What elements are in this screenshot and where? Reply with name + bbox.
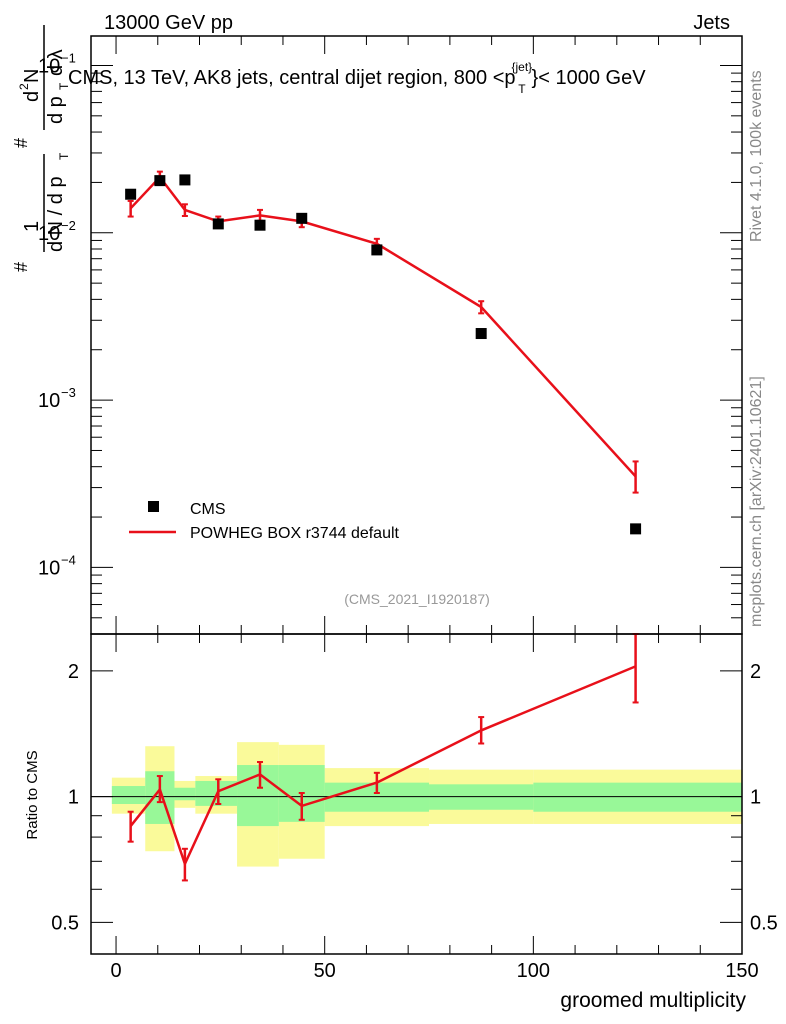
title-end: }< 1000 GeV [532,67,647,89]
ratio-xtick-label: 100 [517,960,550,982]
ratio-band-inner [533,782,742,812]
ylabel-frac1-den: d N / d p [45,176,67,252]
rivet-version-label: Rivet 4.1.0, 100k events [748,70,765,242]
ratio-ytick-label-left: 0.5 [51,912,79,934]
ratio-xtick-label: 0 [110,960,121,982]
ratio-band-inner [174,787,196,801]
main-frame [90,35,743,635]
ylabel-frac1-sub: T [57,152,71,160]
mc-prediction-line [129,175,637,478]
main-ytick-exponent: −4 [61,552,76,567]
ratio-frame [90,633,743,955]
ylabel-frac2-sub: T [57,82,71,90]
ratio-ytick-label-left: 1 [68,787,79,809]
ylabel-hash-1: # [11,262,31,272]
mcplots-source-label: mcplots.cern.ch [arXiv:2401.10621] [748,376,765,627]
cms-data-point [154,175,166,187]
ylabel-frac2-num: d [21,91,43,102]
ratio-panel: 0.5 0.5 1 1 2 2 0 50 100 150 Ratio to CMS groomed… [24,633,778,1012]
main-panel: 10−110−210−310−4 CMS, 13 TeV, AK8 jets, … [11,25,743,635]
cms-data-point [475,328,487,340]
cms-data-point [179,174,191,186]
legend: CMS POWHEG BOX r3744 default [129,501,400,542]
cms-data-point [125,188,137,200]
main-ytick-exponent: −3 [61,385,76,400]
ratio-mc-line [129,665,637,868]
header-right-label: Jets [693,12,730,34]
cms-data-point [212,218,224,230]
ratio-ytick-label-right: 1 [750,787,761,809]
cms-data-point [371,244,383,256]
ratio-ylabel: Ratio to CMS [24,750,41,839]
main-ytick-exponent: −1 [61,50,76,65]
ratio-ytick-label-right: 2 [750,661,761,683]
main-ylabel: # 1 d N / d p T # d 2 N d p T d λ [11,25,71,272]
legend-cms-marker [148,501,159,512]
ylabel-frac2-num-sup: 2 [17,83,31,90]
analysis-watermark: (CMS_2021_I1920187) [344,591,490,607]
ratio-ytick-label-left: 2 [68,661,79,683]
ylabel-frac1-num: 1 [21,221,43,232]
ratio-xlabel: groomed multiplicity [560,989,746,1012]
title-sup: {jet} [512,60,533,74]
ratio-band-inner [111,786,146,805]
ratio-xtick-label: 150 [725,960,758,982]
legend-cms-label: CMS [190,501,226,518]
main-ytick-exponent: −2 [61,218,76,233]
main-ytick-label: 10 [38,557,60,579]
ylabel-frac2-num-end: N [21,69,43,83]
title-sub: T [518,82,526,96]
ylabel-hash-2: # [11,138,31,148]
ratio-xtick-label: 50 [314,960,336,982]
header-left-label: 13000 GeV pp [104,12,233,34]
cms-data-point [296,212,308,224]
cms-data-point [630,523,642,535]
ratio-ytick-label-right: 0.5 [750,912,778,934]
ylabel-frac2-den: d p [45,96,67,124]
main-title: CMS, 13 TeV, AK8 jets, central dijet reg… [68,60,646,96]
main-ytick-label: 10 [38,390,60,412]
ylabel-frac2-den-end: d λ [45,49,67,76]
legend-mc-label: POWHEG BOX r3744 default [190,525,400,542]
cms-data-point [254,219,266,231]
